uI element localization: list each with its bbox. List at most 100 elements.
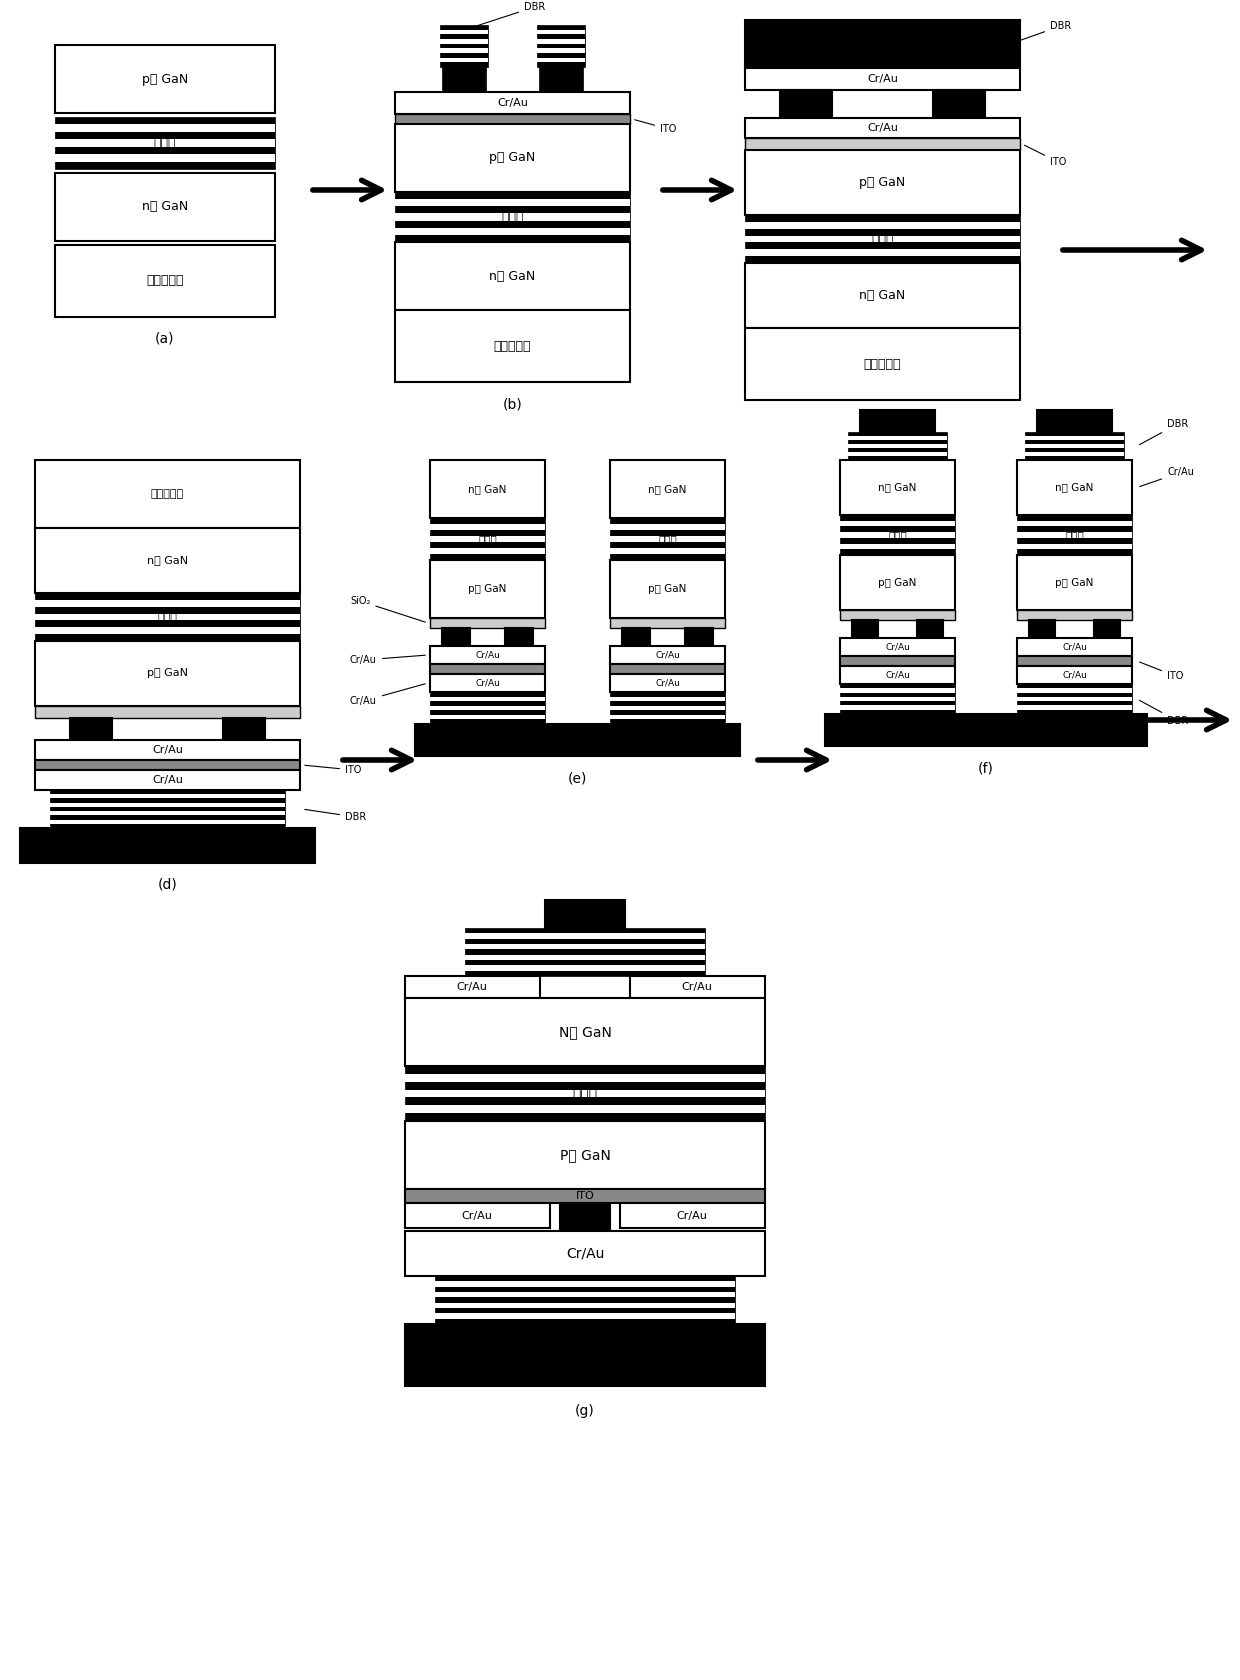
Bar [745, 118, 1021, 138]
Bar [435, 1302, 735, 1309]
Bar [430, 674, 546, 692]
Text: p型 GaN: p型 GaN [469, 585, 507, 595]
Bar [430, 524, 546, 529]
Text: Cr/Au: Cr/Au [350, 655, 425, 665]
Bar [50, 790, 285, 828]
Text: 量子阱: 量子阱 [658, 534, 677, 544]
Bar [780, 91, 832, 118]
Bar [839, 655, 955, 665]
Bar [839, 610, 955, 620]
Bar [430, 664, 546, 674]
Bar [839, 516, 955, 554]
Bar [745, 264, 1021, 328]
Bar [35, 769, 300, 790]
Bar [396, 92, 630, 114]
Bar [405, 976, 539, 998]
Bar [848, 437, 947, 440]
Bar [35, 759, 300, 769]
Bar [745, 138, 1021, 150]
Text: (g): (g) [575, 1404, 595, 1418]
Text: N型 GaN: N型 GaN [558, 1025, 611, 1038]
Bar [1017, 689, 1132, 692]
Bar [1017, 554, 1132, 610]
Text: (d): (d) [157, 879, 177, 892]
Bar [430, 548, 546, 554]
Bar [932, 91, 985, 118]
Bar [610, 524, 725, 529]
Bar [396, 114, 630, 124]
Bar [35, 627, 300, 633]
Bar [50, 795, 285, 798]
Bar [839, 706, 955, 709]
Bar [430, 460, 546, 517]
Text: Cr/Au: Cr/Au [475, 650, 500, 660]
Text: Cr/Au: Cr/Au [1063, 642, 1087, 652]
Bar [839, 665, 955, 684]
Text: Cr/Au: Cr/Au [655, 650, 680, 660]
Bar [50, 820, 285, 823]
Bar [405, 1105, 765, 1114]
Bar [1037, 410, 1112, 432]
Bar [745, 249, 1021, 255]
Bar [505, 628, 533, 647]
Bar [435, 1314, 735, 1319]
Bar [405, 1067, 765, 1121]
Bar [848, 452, 947, 455]
Bar [405, 998, 765, 1067]
Bar [745, 328, 1021, 400]
Bar [918, 620, 942, 638]
Text: Cr/Au: Cr/Au [1063, 670, 1087, 679]
Text: p型 GaN: p型 GaN [141, 72, 188, 86]
Text: DBR: DBR [1140, 701, 1188, 726]
Text: Cr/Au: Cr/Au [497, 97, 528, 108]
Bar [440, 57, 489, 62]
Text: Cr/Au: Cr/Au [885, 642, 910, 652]
Text: 临时基板: 临时基板 [972, 726, 999, 736]
Bar [440, 30, 489, 34]
Bar [223, 717, 265, 739]
Bar [610, 548, 725, 554]
Bar [610, 692, 725, 724]
Bar [537, 25, 585, 67]
Text: 蓝宝石衬底: 蓝宝石衬底 [494, 339, 531, 353]
Text: (b): (b) [502, 396, 522, 412]
Bar [435, 1292, 735, 1297]
Text: DBR: DBR [305, 810, 366, 822]
Bar [839, 697, 955, 701]
Text: Cr/Au: Cr/Au [475, 679, 500, 687]
Bar [396, 124, 630, 192]
Bar [620, 1203, 765, 1228]
Text: (a): (a) [155, 333, 175, 346]
Bar [610, 647, 725, 664]
Text: p型 GaN: p型 GaN [148, 669, 188, 679]
Text: p型 GaN: p型 GaN [878, 578, 916, 588]
Text: (c): (c) [873, 415, 892, 428]
Bar [839, 521, 955, 526]
Bar [1017, 706, 1132, 709]
Bar [55, 124, 275, 131]
Bar [430, 536, 546, 543]
Bar [415, 724, 740, 756]
Text: p型 GaN: p型 GaN [1055, 578, 1094, 588]
Text: p型 GaN: p型 GaN [649, 585, 687, 595]
Text: Cr/Au: Cr/Au [461, 1211, 492, 1220]
Bar [405, 1189, 765, 1203]
Text: Cr/Au: Cr/Au [867, 123, 898, 133]
Bar [430, 706, 546, 711]
Bar [405, 1074, 765, 1082]
Bar [50, 803, 285, 806]
Bar [610, 664, 725, 674]
Text: Cr/Au: Cr/Au [153, 744, 184, 754]
Bar [1094, 620, 1120, 638]
Bar [465, 966, 706, 971]
Bar [1025, 437, 1123, 440]
Text: DBR: DBR [1140, 418, 1188, 445]
Bar [55, 173, 275, 240]
Bar [610, 697, 725, 701]
Bar [839, 533, 955, 538]
Bar [1017, 684, 1132, 714]
Bar [745, 150, 1021, 215]
Bar [405, 1231, 765, 1277]
Bar [430, 559, 546, 618]
Bar [430, 697, 546, 701]
